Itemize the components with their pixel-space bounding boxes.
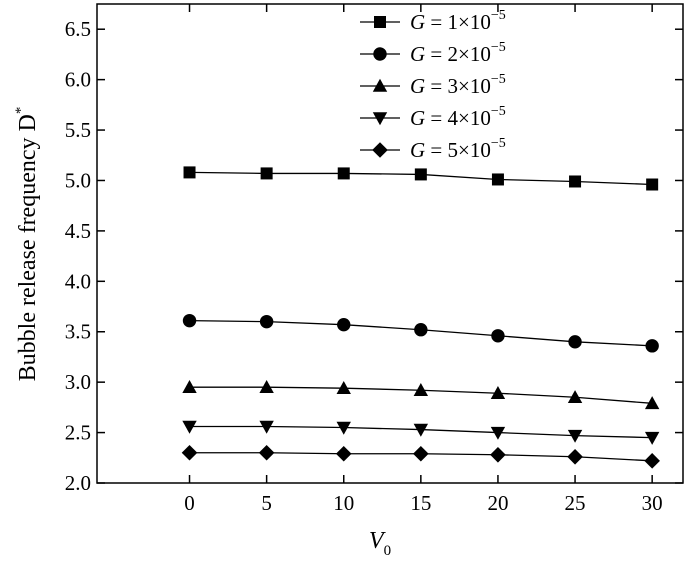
y-tick-label: 6.0 bbox=[65, 68, 91, 92]
legend-item: G = 5×10−5 bbox=[360, 136, 506, 162]
data-point bbox=[414, 168, 427, 181]
data-point bbox=[413, 383, 429, 396]
data-point bbox=[181, 444, 198, 461]
legend-label: G = 4×10−5 bbox=[410, 104, 506, 130]
data-point bbox=[335, 445, 352, 462]
legend: G = 1×10−5 G = 2×10−5 G = 3×10−5 G = 4×10−5… bbox=[360, 8, 506, 162]
legend-marker bbox=[373, 47, 387, 61]
data-point bbox=[490, 386, 506, 400]
data-point bbox=[337, 317, 351, 332]
series-3 bbox=[182, 380, 660, 410]
x-tick-label: 15 bbox=[410, 491, 431, 515]
data-point bbox=[183, 166, 196, 179]
data-point bbox=[259, 314, 274, 329]
data-point bbox=[567, 448, 583, 465]
data-point bbox=[182, 380, 197, 393]
x-tick-label: 0 bbox=[184, 491, 195, 515]
data-point bbox=[258, 444, 275, 461]
data-point bbox=[568, 335, 582, 349]
x-axis-title: V0 bbox=[369, 528, 391, 559]
legend-label: G = 1×10−5 bbox=[410, 8, 506, 34]
x-axis-title-subscript: 0 bbox=[384, 543, 392, 559]
data-point bbox=[259, 420, 274, 434]
y-tick-label: 5.0 bbox=[65, 168, 91, 192]
axis-ticks: 0 5 10 15 20 25 30 2.0 2.5 3.0 3.5 4.0 4.5 5.0 5.5 6.0 6… bbox=[65, 4, 683, 515]
legend-marker bbox=[372, 142, 388, 158]
data-point bbox=[336, 381, 351, 394]
y-axis-title: Bubble release frequency D* bbox=[13, 107, 41, 382]
x-tick-label: 5 bbox=[261, 491, 272, 515]
data-point bbox=[413, 423, 429, 437]
data-point bbox=[646, 178, 659, 191]
data-point bbox=[644, 453, 660, 469]
plot-frame bbox=[96, 3, 684, 484]
y-tick-label: 4.5 bbox=[65, 219, 91, 243]
legend-marker bbox=[372, 112, 388, 126]
data-point bbox=[490, 426, 506, 440]
x-tick-label: 25 bbox=[565, 491, 586, 515]
y-tick-label: 3.0 bbox=[65, 370, 91, 394]
x-tick-label: 30 bbox=[642, 491, 663, 515]
x-tick-label: 10 bbox=[333, 491, 354, 515]
data-point bbox=[414, 323, 428, 337]
data-point bbox=[491, 329, 505, 343]
legend-item: G = 2×10−5 bbox=[360, 40, 506, 66]
series-4 bbox=[182, 420, 660, 445]
data-point bbox=[336, 421, 351, 435]
data-point bbox=[260, 167, 273, 180]
data-point bbox=[644, 396, 660, 410]
y-tick-label: 2.5 bbox=[65, 421, 91, 445]
legend-label: G = 5×10−5 bbox=[410, 136, 506, 162]
x-tick-label: 20 bbox=[487, 491, 508, 515]
data-point bbox=[182, 313, 197, 328]
legend-item: G = 4×10−5 bbox=[360, 104, 506, 130]
y-tick-label: 2.0 bbox=[65, 471, 91, 495]
data-point bbox=[567, 390, 583, 404]
legend-item: G = 1×10−5 bbox=[360, 8, 506, 34]
data-point bbox=[567, 429, 583, 443]
data-point bbox=[644, 431, 660, 445]
x-axis-title-main: V bbox=[369, 528, 386, 554]
legend-label: G = 2×10−5 bbox=[410, 40, 506, 66]
y-axis-title-superscript: * bbox=[13, 107, 29, 115]
data-point bbox=[413, 445, 429, 462]
y-tick-label: 4.0 bbox=[65, 269, 91, 293]
data-point bbox=[182, 420, 197, 434]
data-point bbox=[490, 446, 506, 463]
legend-marker bbox=[374, 16, 386, 28]
legend-item: G = 3×10−5 bbox=[360, 72, 506, 98]
legend-marker bbox=[372, 78, 388, 92]
series-layer bbox=[181, 166, 660, 469]
y-axis-title-main: Bubble release frequency D bbox=[15, 114, 41, 381]
y-tick-label: 6.5 bbox=[65, 17, 91, 41]
series-2 bbox=[182, 313, 659, 353]
legend-label: G = 3×10−5 bbox=[410, 72, 506, 98]
data-point bbox=[337, 167, 350, 180]
y-tick-label: 3.5 bbox=[65, 320, 91, 344]
data-point bbox=[491, 173, 504, 186]
data-point bbox=[569, 175, 582, 188]
series-5 bbox=[181, 444, 660, 469]
data-point bbox=[645, 339, 659, 353]
series-1 bbox=[183, 166, 659, 191]
y-tick-label: 5.5 bbox=[65, 118, 91, 142]
data-point bbox=[259, 380, 274, 393]
